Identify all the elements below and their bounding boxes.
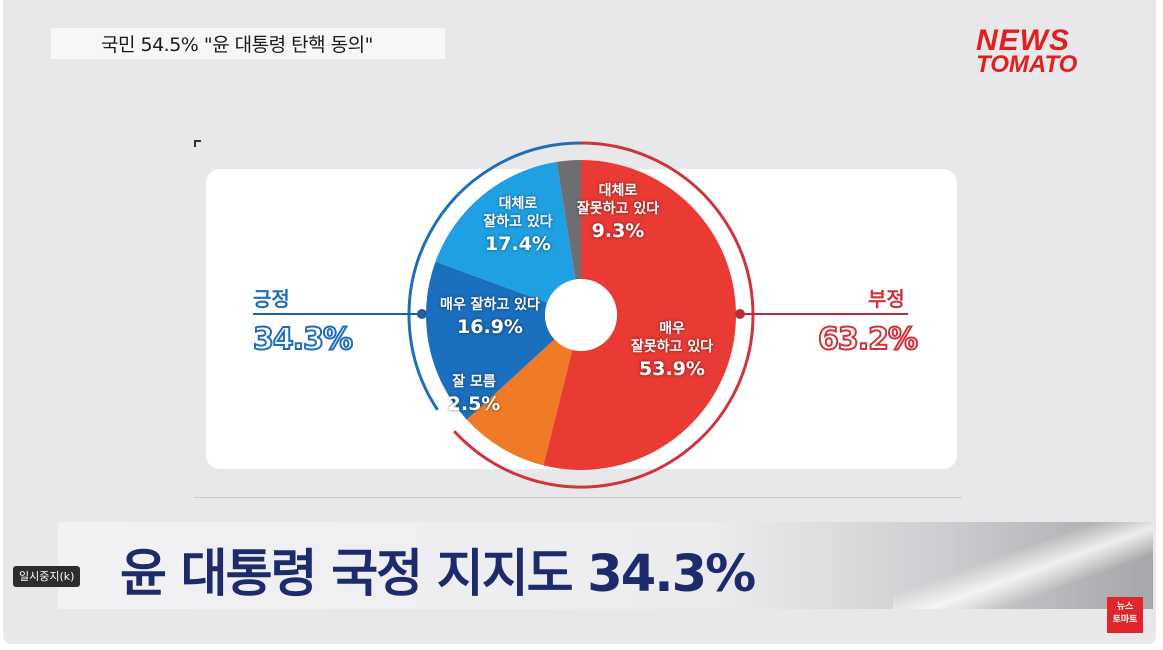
segment-label-text: 잘 모름 [452,374,496,390]
donut-slice-0 [543,160,736,470]
logo-line1: NEWS [976,24,1070,57]
positive-leader-dot [417,309,427,319]
segment-label-pct: 2.5% [447,393,501,415]
segment-label-mostly-good: 대체로 잘하고 있다 17.4% [462,195,574,257]
segment-label-text: 매우 잘못하고 있다 [630,321,714,355]
badge-line1: 뉴스 [1116,602,1134,612]
positive-group-arc [407,141,582,411]
band-sweep [893,522,1153,609]
segment-label-very-good: 매우 잘하고 있다 16.9% [430,296,550,340]
top-banner: 국민 54.5% "윤 대통령 탄핵 동의" [51,28,445,59]
negative-group-title: 부정 [868,287,905,311]
segment-label-pct: 9.3% [591,220,645,242]
positive-group-title: 긍정 [253,287,290,311]
donut-slice-2 [426,261,555,420]
badge-line2: 토마토 [1112,615,1138,625]
news-tomato-logo: NEWS TOMATO [976,24,1096,86]
divider-line [194,497,962,498]
lower-third-band [58,522,1153,609]
segment-label-mostly-wrong: 대체로 잘못하고 있다 9.3% [563,182,673,244]
corner-mark [194,140,201,147]
negative-leader-dot [735,309,745,319]
segment-label-pct: 53.9% [639,358,705,380]
negative-group-value: 63.2% [817,321,919,358]
donut-slice-1 [466,339,573,466]
segment-label-text: 대체로 잘하고 있다 [483,196,553,230]
positive-group-value: 34.3% [252,321,354,358]
segment-label-unknown: 잘 모름 2.5% [440,373,508,417]
donut-slice-4 [556,160,581,280]
pause-tooltip: 일시중지(k) [13,566,81,587]
segment-label-pct: 16.9% [457,316,523,338]
segment-label-text: 매우 잘하고 있다 [440,297,540,313]
donut-slice-3 [435,161,576,303]
segment-label-text: 대체로 잘못하고 있다 [576,183,660,217]
negative-leader-line [743,313,908,315]
headline: 윤 대통령 국정 지지도 34.3% [120,545,756,604]
banner-text: 국민 54.5% "윤 대통령 탄핵 동의" [101,34,373,56]
news-tomato-badge: 뉴스 토마토 [1107,597,1143,633]
donut-center [545,279,617,351]
positive-leader-line [253,313,423,315]
negative-group-arc [453,141,755,489]
segment-label-very-wrong: 매우 잘못하고 있다 53.9% [612,320,732,382]
logo-line2: TOMATO [976,51,1078,78]
segment-label-pct: 17.4% [485,233,551,255]
